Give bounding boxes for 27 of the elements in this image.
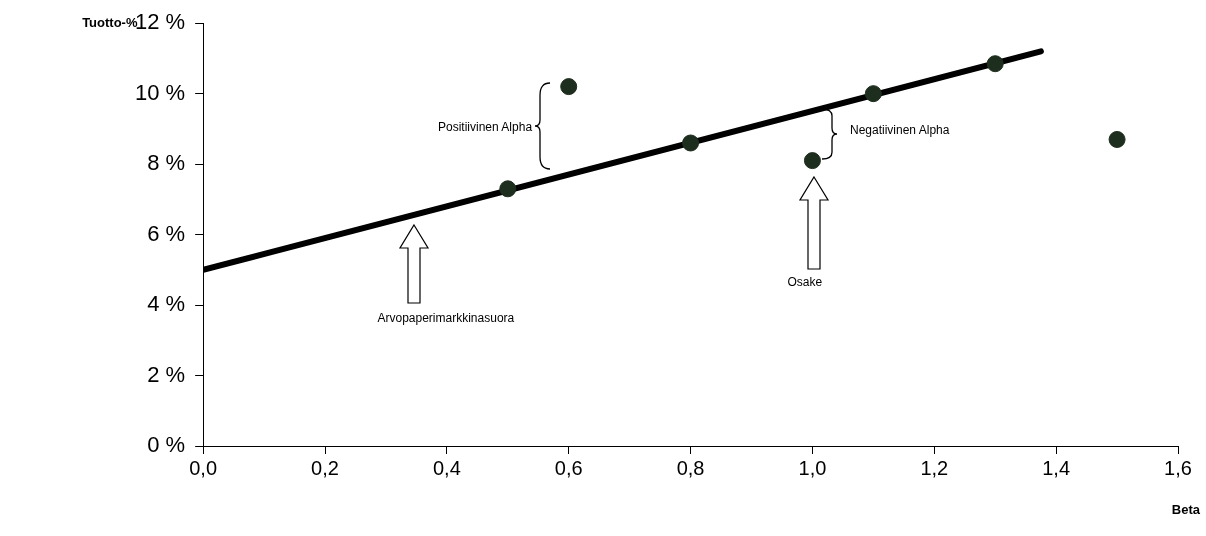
point — [560, 78, 578, 96]
x-tick-label: 0,0 — [189, 456, 218, 479]
x-tick-label: 1,4 — [1042, 456, 1071, 479]
point — [864, 85, 882, 103]
y-tick-label: 2 % — [147, 361, 186, 387]
x-tick-label: 0,2 — [311, 456, 339, 479]
x-axis-title: Beta — [1171, 502, 1200, 517]
y-tick-label: 6 % — [147, 220, 186, 246]
x-tick-label: 1,6 — [1164, 456, 1192, 479]
annotation: Negatiivinen Alpha — [850, 123, 950, 137]
annotation: Positiivinen Alpha — [438, 120, 533, 134]
point — [682, 134, 700, 152]
x-tick-label: 1,2 — [920, 456, 949, 479]
y-tick-label: 10 % — [134, 79, 186, 105]
x-tick-label: 0,8 — [676, 456, 705, 479]
annotation: Arvopaperimarkkinasuora — [377, 311, 515, 325]
point — [986, 55, 1004, 73]
point — [1108, 130, 1126, 148]
y-tick-label: 8 % — [147, 150, 186, 176]
annotation: Osake — [787, 275, 823, 289]
x-tick-label: 0,4 — [432, 456, 461, 479]
y-tick-label: 4 % — [147, 291, 186, 317]
point — [803, 152, 821, 170]
y-tick-label: 0 % — [147, 432, 186, 458]
x-tick-label: 0,6 — [554, 456, 583, 479]
x-tick-label: 1,0 — [798, 456, 827, 479]
point — [499, 180, 517, 198]
